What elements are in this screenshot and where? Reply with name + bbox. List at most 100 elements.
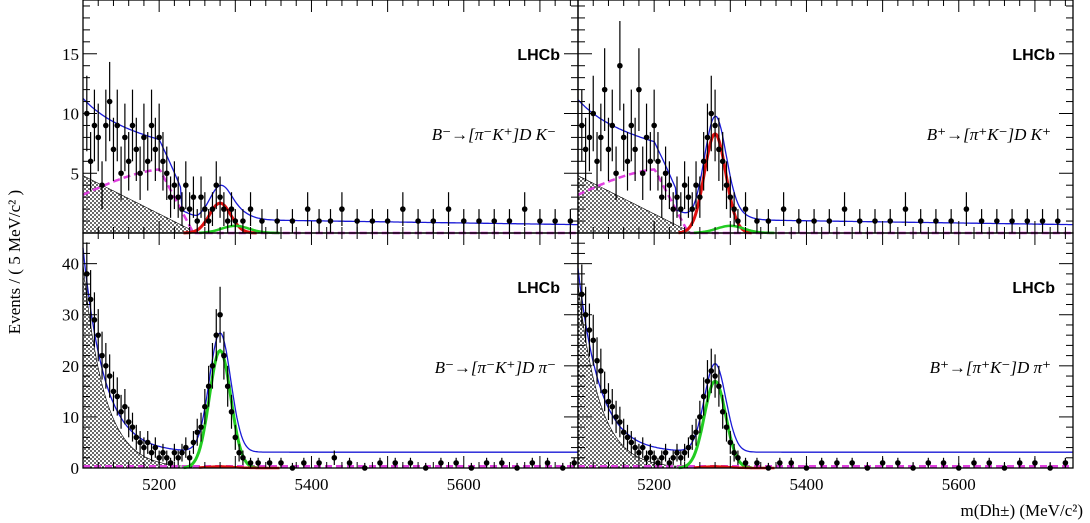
data-point (601, 86, 608, 93)
data-point (697, 414, 703, 420)
x-tick-label: 5200 (637, 475, 671, 494)
data-point (777, 460, 783, 466)
data-point (179, 449, 185, 456)
data-point (1009, 218, 1015, 224)
data-point (141, 134, 147, 141)
data-point (678, 454, 684, 461)
data-point (601, 388, 608, 395)
data-point (125, 419, 132, 425)
data-point (316, 218, 322, 224)
data-point (693, 182, 699, 189)
data-point (483, 460, 490, 466)
data-point (240, 218, 246, 224)
data-point (103, 122, 109, 129)
data-point (765, 218, 772, 224)
data-point (122, 134, 128, 141)
panel-frame (577, 0, 1074, 234)
data-point (708, 110, 715, 117)
data-point (887, 218, 894, 224)
data-point (148, 449, 155, 456)
data-point (400, 206, 406, 212)
data-point (609, 122, 616, 129)
data-point (224, 383, 231, 390)
decay-label: B⁻→[π⁻K⁺]D π⁻ (435, 358, 556, 377)
data-point (122, 403, 128, 410)
x-tick-label: 5200 (142, 475, 176, 494)
data-point (754, 218, 760, 224)
data-point (152, 444, 159, 451)
data-point (118, 409, 124, 415)
data-point (643, 454, 650, 461)
data-point (106, 373, 113, 379)
data-point (685, 194, 692, 200)
data-point (163, 170, 170, 177)
data-point (175, 454, 181, 461)
data-point (700, 393, 707, 400)
data-point (1039, 218, 1046, 224)
data-point (1054, 218, 1061, 224)
partially-reconstructed-background (577, 175, 1073, 234)
data-point (586, 134, 593, 141)
data-point (647, 449, 654, 456)
data-point (346, 460, 353, 466)
data-point (114, 122, 121, 129)
lhcb-label: LHCb (517, 280, 560, 297)
data-point (186, 206, 193, 212)
data-point (605, 398, 612, 405)
data-point (639, 444, 646, 451)
data-point (194, 429, 201, 436)
data-point (144, 158, 151, 165)
y-tick-label: 10 (62, 105, 79, 124)
data-point (438, 460, 444, 466)
data-point (933, 218, 939, 224)
data-point (289, 218, 296, 224)
data-point (183, 444, 189, 451)
y-tick-label: 30 (62, 306, 79, 325)
data-point (731, 449, 737, 456)
data-point (796, 218, 802, 224)
data-point (221, 206, 227, 212)
data-point (670, 206, 676, 212)
data-point (670, 454, 676, 461)
data-point (240, 454, 246, 461)
data-point (213, 182, 220, 189)
data-point (742, 206, 749, 212)
data-point (590, 110, 597, 117)
data-point (704, 378, 711, 384)
decay-label: B⁺→[π⁺K⁻]D π⁺ (930, 358, 1051, 377)
data-point (217, 311, 223, 318)
data-point (167, 194, 174, 200)
data-point (735, 454, 741, 461)
data-point (716, 146, 722, 153)
data-point (202, 206, 208, 212)
total-fit-curve (577, 268, 1073, 453)
data-point (582, 146, 589, 153)
data-point (719, 158, 726, 165)
signal-curve (183, 348, 257, 470)
data-point (99, 182, 105, 189)
data-point (445, 206, 452, 212)
panel-bottom-left: 0 10 20 30 40 5200 5400 5600 LHCb B⁻→[π⁻K⁺]D π⁻ (62, 232, 579, 494)
data-point (978, 218, 985, 224)
data-point (651, 122, 657, 129)
data-point (902, 206, 909, 212)
data-point (369, 218, 376, 224)
data-point (95, 134, 102, 141)
data-point (232, 434, 239, 441)
data-point (198, 424, 204, 430)
decay-label: B⁺→[π⁺K⁻]D K⁺ (927, 125, 1051, 144)
data-point (171, 449, 178, 456)
data-point (133, 146, 140, 153)
data-point (141, 444, 147, 451)
data-point (521, 206, 528, 212)
data-point (712, 373, 718, 379)
data-point (499, 460, 505, 466)
data-point (148, 122, 155, 129)
data-point (331, 454, 338, 461)
data-point (693, 429, 699, 436)
data-point (674, 194, 680, 200)
data-point (841, 206, 848, 212)
panel-top-right: LHCb B⁺→[π⁺K⁻]D K⁺ (577, 0, 1074, 235)
data-point (213, 332, 220, 338)
data-point (103, 363, 109, 369)
